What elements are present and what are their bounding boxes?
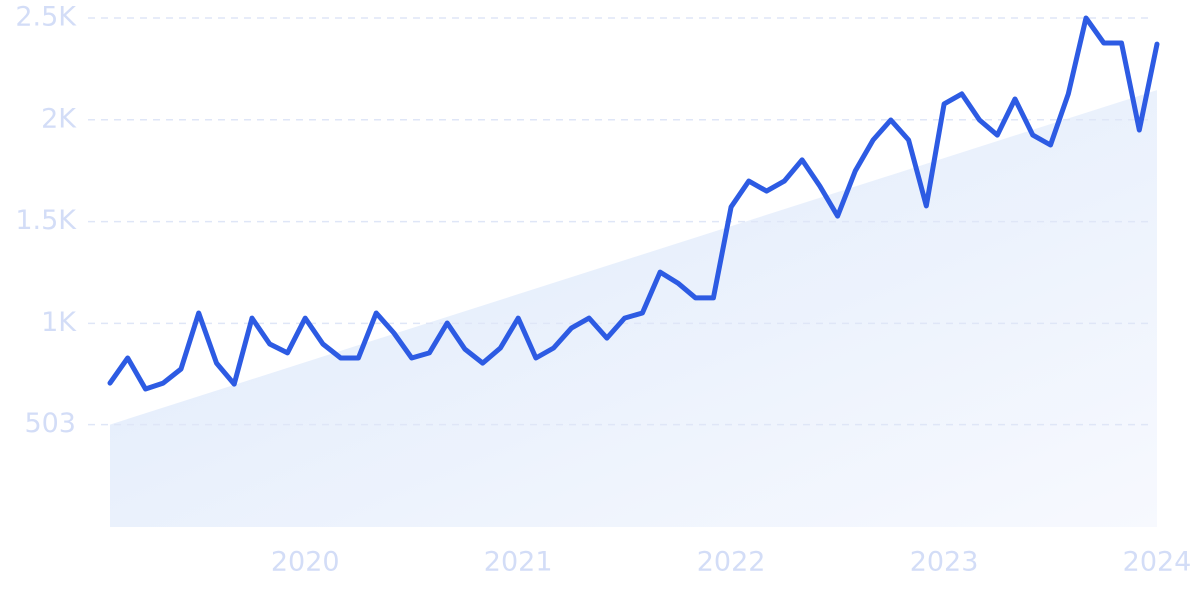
y-tick-label: 2.5K xyxy=(15,2,77,33)
x-tick-label: 2023 xyxy=(910,547,979,578)
x-tick-label: 2020 xyxy=(271,547,340,578)
x-tick-label: 2024 xyxy=(1123,547,1192,578)
x-tick-label: 2021 xyxy=(484,547,553,578)
y-tick-label: 1.5K xyxy=(15,205,77,236)
trend-area xyxy=(110,90,1157,527)
x-tick-label: 2022 xyxy=(697,547,766,578)
y-tick-label: 1K xyxy=(41,307,77,338)
data-line xyxy=(107,15,1160,392)
y-tick-label: 2K xyxy=(41,103,77,134)
y-tick-label: 503 xyxy=(24,408,76,439)
